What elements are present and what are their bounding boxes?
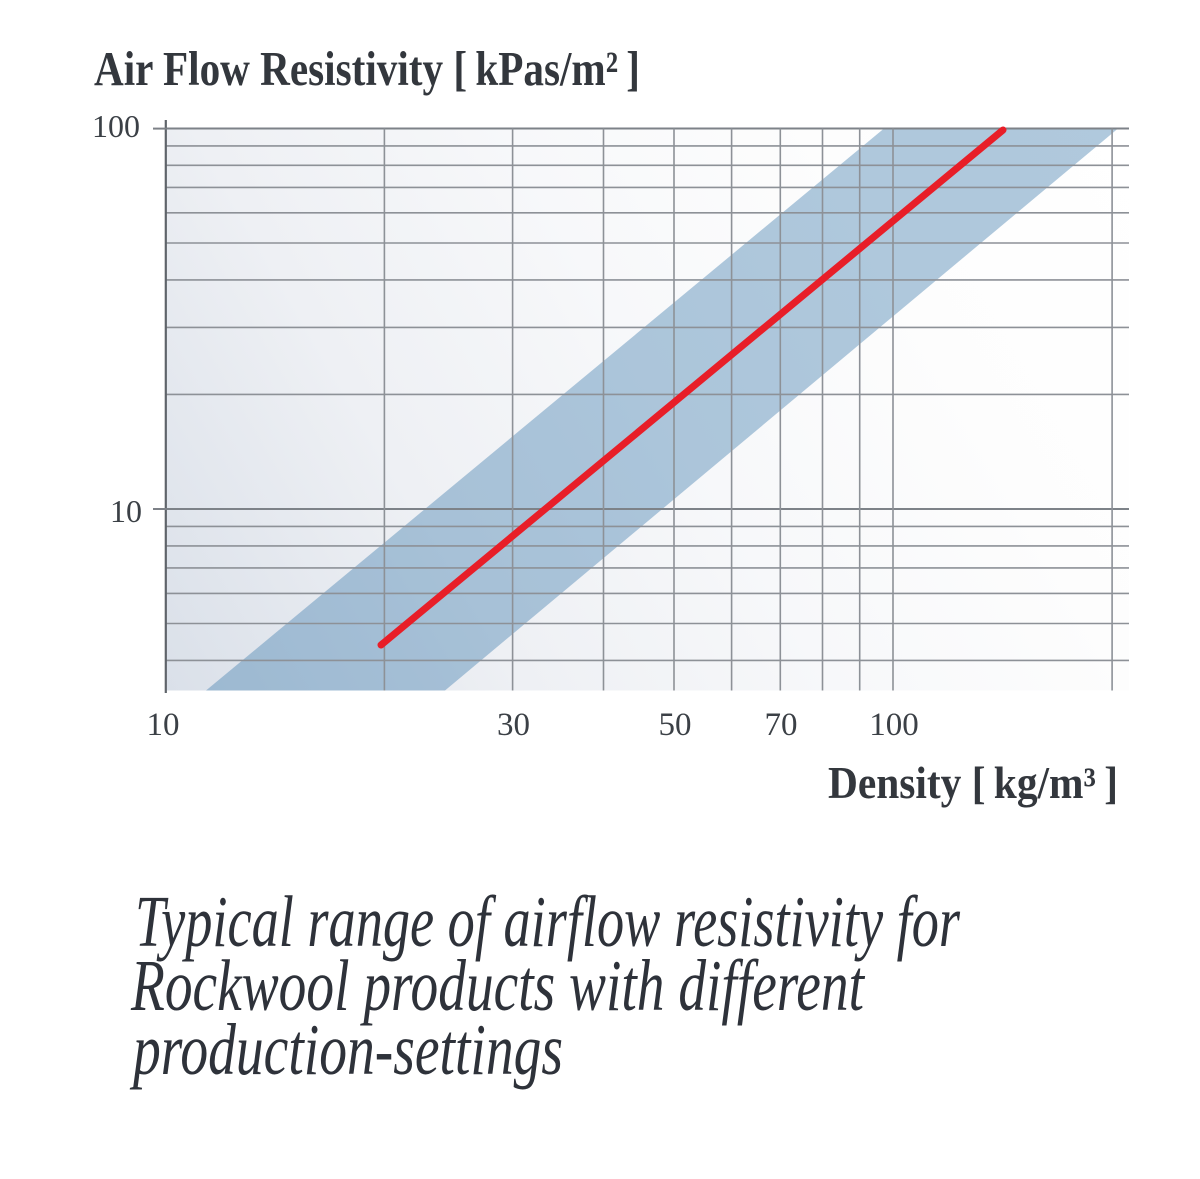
svg-text:50: 50 bbox=[659, 707, 692, 743]
svg-text:10: 10 bbox=[147, 707, 180, 743]
svg-text:10: 10 bbox=[110, 493, 142, 529]
svg-text:Air Flow Resistivity [ kPas/m²: Air Flow Resistivity [ kPas/m² ] bbox=[94, 41, 640, 96]
svg-text:100: 100 bbox=[869, 707, 919, 743]
svg-text:production-settings: production-settings bbox=[129, 1009, 563, 1090]
svg-text:70: 70 bbox=[765, 707, 798, 743]
svg-text:Density [ kg/m³ ]: Density [ kg/m³ ] bbox=[828, 758, 1118, 808]
svg-text:100: 100 bbox=[92, 108, 140, 144]
svg-text:Typical range of airflow resis: Typical range of airflow resistivity for bbox=[135, 881, 960, 962]
svg-text:30: 30 bbox=[497, 707, 530, 743]
svg-text:Rockwool products with differe: Rockwool products with different bbox=[130, 945, 865, 1026]
